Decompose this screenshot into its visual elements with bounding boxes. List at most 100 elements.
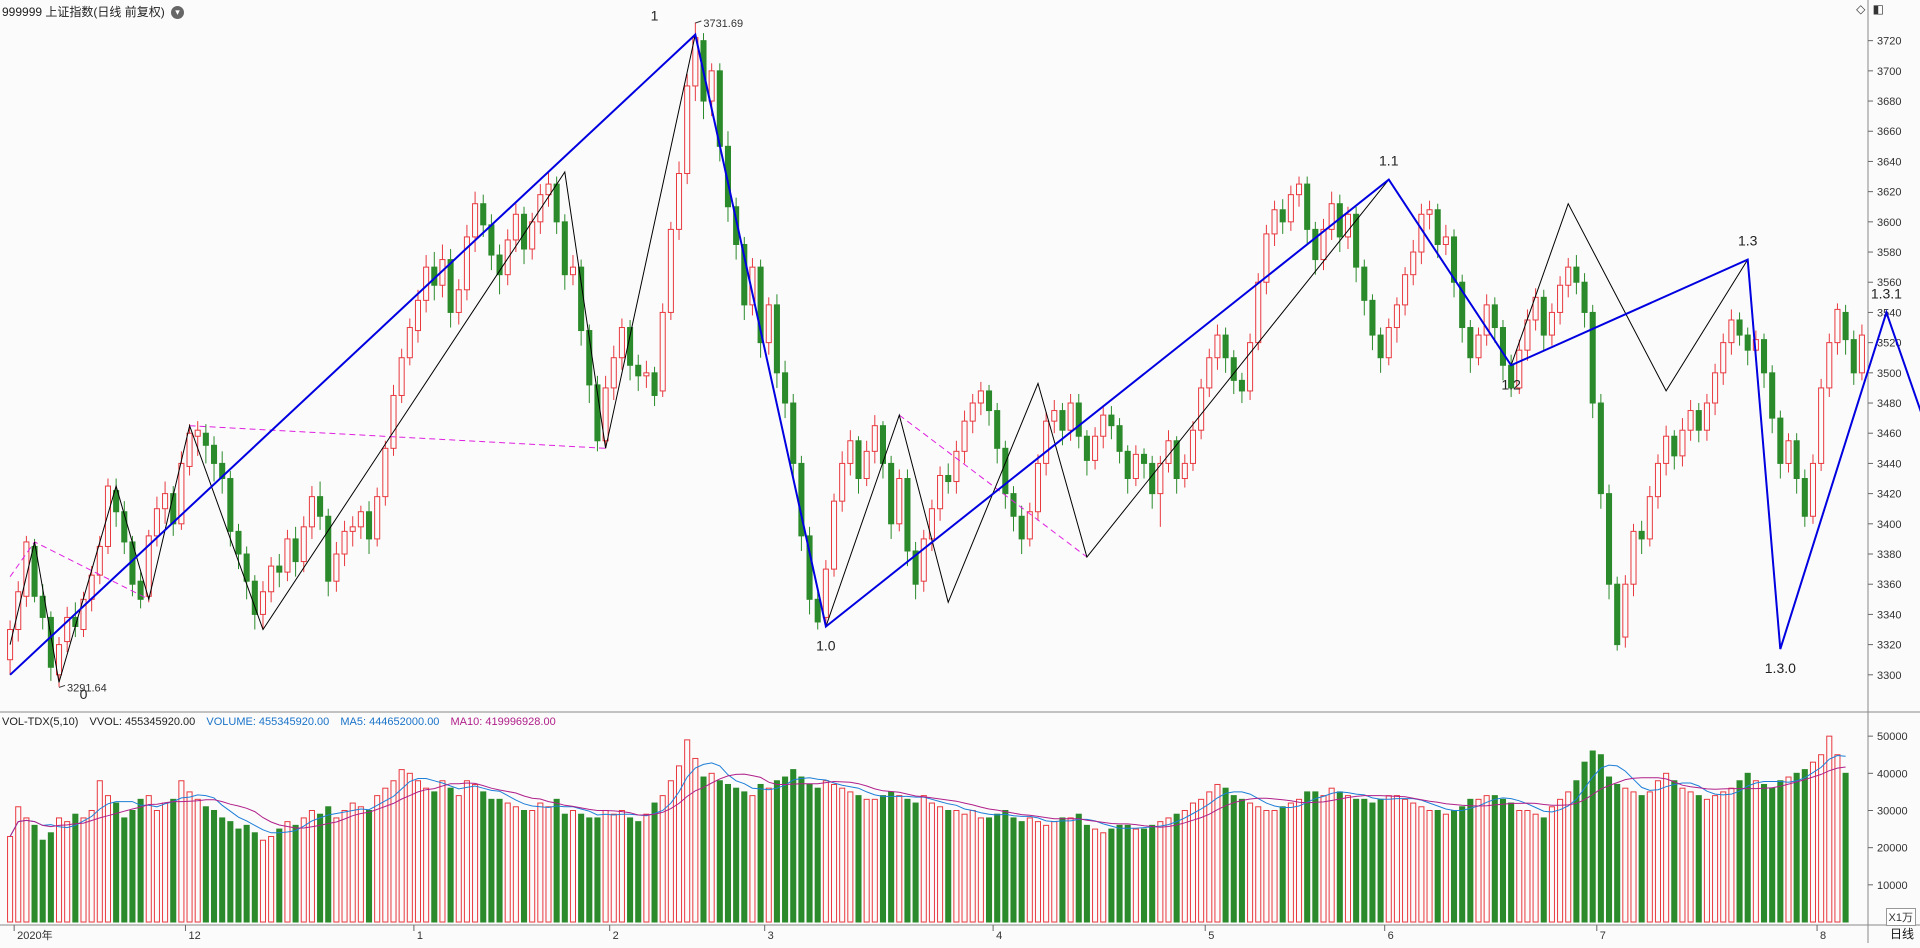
candle-body <box>1108 414 1115 427</box>
candle <box>1124 445 1131 494</box>
period-button[interactable]: 日线 <box>1889 927 1914 941</box>
candle-body <box>194 429 201 437</box>
candle <box>1760 333 1768 388</box>
volume-bar <box>300 817 307 923</box>
volume-bar <box>798 776 805 923</box>
volume-bar <box>1589 750 1596 923</box>
candle-body <box>1222 334 1229 359</box>
volume-bar <box>398 769 405 923</box>
volume-bar <box>64 821 71 923</box>
candle <box>1638 520 1645 555</box>
candle <box>904 469 911 567</box>
volume-bar <box>463 780 470 923</box>
diamond-icon[interactable]: ◇ <box>1856 2 1866 16</box>
candle <box>545 172 552 207</box>
volume-bar <box>1818 754 1825 923</box>
candle-body <box>1100 414 1107 437</box>
candle <box>357 505 364 539</box>
candle-body <box>1557 284 1564 313</box>
candle <box>31 538 38 603</box>
window-icon[interactable]: ◧ <box>1872 2 1884 16</box>
candle <box>1499 319 1507 381</box>
wave-label: 1.3.1 <box>1871 285 1902 301</box>
volume-bar <box>480 791 487 923</box>
candle-body <box>1597 402 1604 495</box>
candle-body <box>773 304 780 374</box>
volume-value: VOLUME: 455345920.00 <box>206 716 330 728</box>
candle-body <box>1671 435 1678 457</box>
candle <box>1801 469 1808 527</box>
candle-body <box>1581 281 1588 313</box>
date-axis-ticks: 2020年 12 1 2 3 4 5 6 7 8 <box>13 925 1826 942</box>
wave-label: 1.3.0 <box>1765 660 1796 676</box>
volume-bar <box>1752 780 1759 923</box>
candle-body <box>1777 417 1784 464</box>
candle-body <box>1230 357 1237 381</box>
candle-body <box>1638 530 1645 540</box>
candle <box>1140 448 1148 479</box>
candle-body <box>1442 236 1449 245</box>
candle <box>227 470 234 547</box>
volume-bar <box>455 795 462 923</box>
volume-bar <box>1834 754 1841 923</box>
volume-bar <box>1002 809 1009 923</box>
volume-bar <box>1695 795 1702 923</box>
volume-bar <box>1287 802 1294 923</box>
volume-bar <box>243 824 250 923</box>
candle <box>953 440 960 494</box>
volume-bar <box>1450 809 1458 923</box>
volume-bar <box>1100 832 1107 923</box>
candle-body <box>1605 493 1613 585</box>
candle-body <box>1075 402 1082 437</box>
candle-body <box>569 266 577 276</box>
candle-body <box>268 565 275 593</box>
candle-body <box>7 629 14 661</box>
candle-body <box>1614 583 1621 646</box>
candle-body <box>1475 334 1482 359</box>
volume-bar <box>1279 806 1286 923</box>
candle-body <box>341 530 348 555</box>
volume-bar <box>1638 795 1645 923</box>
candle <box>610 345 617 401</box>
candle-body <box>969 402 976 422</box>
price-axis-ticks: 3300 3320 3340 3360 3380 3400 3420 3440 3460 3480… <box>1868 36 1901 682</box>
volume-bar <box>325 806 332 923</box>
price-tick-label: 3640 <box>1877 156 1901 168</box>
volume-bar <box>553 798 560 923</box>
volume-bar <box>643 813 650 923</box>
candle <box>1238 372 1245 404</box>
volume-bar <box>1263 809 1270 923</box>
candle-body <box>325 515 332 582</box>
candle <box>1083 430 1090 476</box>
candle-body <box>757 266 764 344</box>
candle-body <box>349 526 356 532</box>
candle <box>1304 176 1311 245</box>
candle-body <box>1189 429 1197 464</box>
candle <box>994 403 1001 464</box>
volume-indicator-name[interactable]: VOL-TDX(5,10) <box>2 716 79 728</box>
candle-body <box>398 357 405 396</box>
candle <box>569 255 577 286</box>
candle <box>162 481 169 524</box>
candle-body <box>1434 209 1441 245</box>
volume-bar <box>1801 769 1808 923</box>
candle <box>374 487 381 547</box>
candle-body <box>1157 462 1164 495</box>
volume-bar <box>170 798 177 923</box>
volume-bar <box>985 817 993 923</box>
volume-bar <box>308 809 315 923</box>
annotation-label: 3731.69 <box>703 18 743 30</box>
candle-body <box>896 478 903 525</box>
volume-bar <box>1842 772 1849 923</box>
volume-bar <box>1777 780 1784 923</box>
volume-bar <box>1124 824 1131 923</box>
candle-body <box>618 327 625 359</box>
candle-body <box>202 432 209 446</box>
candle <box>1002 440 1009 509</box>
volume-bar <box>1597 754 1604 923</box>
volume-bar <box>1230 795 1237 923</box>
candle-body <box>1703 402 1710 431</box>
candle <box>463 224 470 301</box>
chevron-down-icon[interactable]: ▾ <box>171 6 185 20</box>
candle-body <box>1630 530 1637 585</box>
